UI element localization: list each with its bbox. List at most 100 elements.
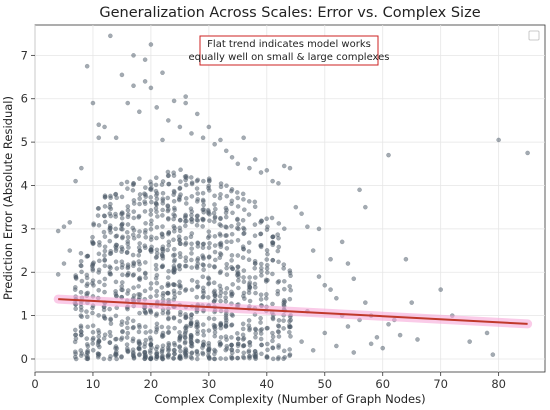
data-point — [130, 188, 136, 193]
data-point — [229, 201, 234, 207]
data-point — [149, 199, 154, 205]
annotation-box — [199, 35, 379, 66]
data-point — [84, 254, 90, 259]
data-point — [258, 231, 264, 237]
y-tick-label: 6 — [21, 92, 28, 106]
data-point — [201, 178, 206, 184]
data-point — [246, 199, 252, 204]
data-point — [241, 230, 247, 236]
data-point — [194, 356, 200, 362]
data-point — [246, 354, 252, 359]
data-point — [171, 259, 177, 264]
data-point — [178, 334, 183, 339]
data-point — [120, 234, 125, 240]
data-point — [200, 135, 206, 141]
data-point — [166, 316, 171, 322]
data-point — [113, 313, 119, 319]
data-point — [275, 323, 281, 328]
data-point — [96, 251, 102, 257]
data-point — [240, 321, 246, 327]
data-point — [189, 356, 195, 361]
data-point — [218, 181, 224, 186]
data-point — [119, 194, 125, 200]
data-point — [235, 355, 241, 361]
data-point — [252, 285, 258, 290]
data-point — [253, 290, 258, 296]
data-point — [166, 239, 172, 245]
data-point — [386, 152, 391, 158]
data-point — [240, 326, 246, 332]
data-point — [386, 321, 391, 327]
y-tick-label: 1 — [21, 309, 28, 323]
data-point — [171, 288, 177, 294]
data-point — [246, 249, 252, 254]
data-point — [148, 350, 153, 355]
data-point — [102, 263, 108, 269]
data-point — [154, 311, 160, 317]
data-point — [200, 351, 206, 357]
data-point — [276, 318, 282, 323]
data-point — [114, 266, 120, 271]
data-point — [235, 237, 241, 243]
data-point — [305, 224, 310, 229]
data-point — [72, 327, 78, 333]
data-point — [189, 241, 194, 247]
data-point — [229, 342, 234, 348]
data-point — [183, 177, 188, 183]
data-point — [160, 196, 166, 202]
data-point — [102, 124, 107, 130]
data-point — [72, 349, 78, 355]
data-point — [270, 338, 275, 344]
data-point — [223, 224, 228, 230]
data-point — [224, 193, 230, 199]
data-point — [102, 316, 108, 321]
data-point — [149, 218, 154, 224]
data-point — [85, 354, 90, 360]
data-point — [79, 314, 84, 320]
data-point — [211, 316, 217, 322]
data-point — [166, 347, 172, 352]
data-point — [171, 246, 177, 252]
data-point — [241, 343, 247, 348]
y-axis-label: Prediction Error (Absolute Residual) — [1, 96, 15, 300]
data-point — [270, 257, 276, 263]
data-point — [131, 180, 136, 186]
data-point — [334, 295, 339, 301]
data-point — [368, 341, 374, 347]
data-point — [148, 212, 154, 217]
data-point — [200, 216, 205, 222]
data-point — [102, 282, 107, 288]
y-tick-label: 5 — [21, 135, 28, 149]
data-point — [188, 234, 194, 240]
data-point — [177, 312, 183, 318]
data-point — [218, 341, 223, 347]
data-point — [160, 353, 165, 359]
data-point — [223, 290, 228, 296]
data-point — [85, 290, 91, 296]
data-point — [345, 261, 351, 266]
data-point — [142, 209, 148, 214]
data-point — [125, 100, 131, 106]
data-point — [142, 288, 148, 294]
data-point — [247, 280, 253, 285]
data-point — [182, 340, 188, 346]
data-point — [166, 282, 171, 288]
data-point — [119, 181, 124, 187]
data-point — [275, 288, 281, 294]
data-point — [189, 251, 194, 256]
data-point — [264, 168, 270, 173]
data-point — [282, 299, 288, 305]
data-point — [159, 231, 165, 237]
data-point — [246, 290, 252, 296]
data-point — [403, 256, 409, 262]
data-point — [96, 122, 102, 128]
data-point — [240, 191, 246, 197]
data-point — [160, 343, 166, 348]
data-point — [90, 341, 95, 346]
data-point — [154, 351, 160, 357]
data-point — [183, 287, 189, 292]
data-point — [241, 275, 246, 280]
data-point — [142, 349, 147, 355]
data-point — [178, 348, 183, 354]
data-point — [235, 253, 241, 258]
